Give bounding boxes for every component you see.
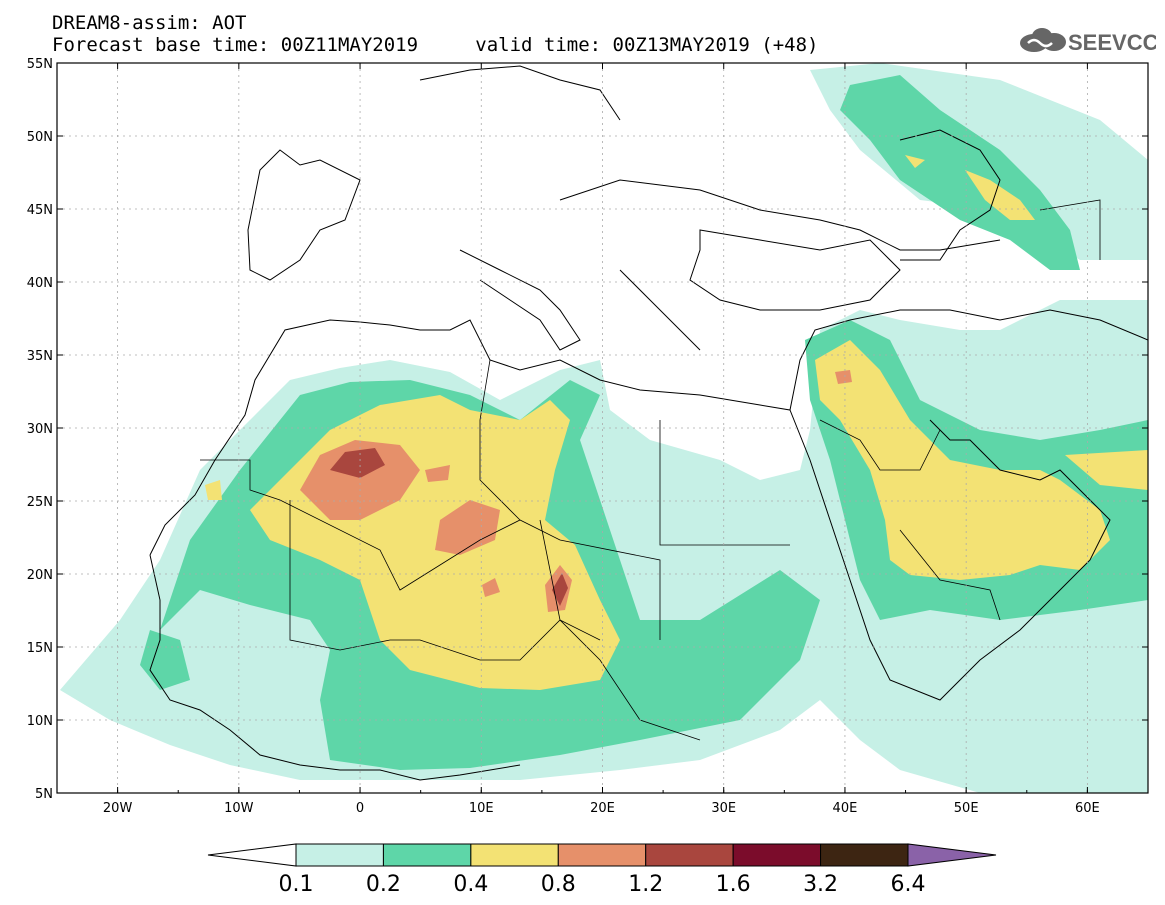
colorbar-high-arrow bbox=[907, 843, 997, 867]
colorbar-label: 1.6 bbox=[716, 872, 751, 897]
lat-tick-label: 40N bbox=[27, 276, 53, 291]
lon-tick-label: 10E bbox=[469, 801, 494, 816]
lat-tick-label: 35N bbox=[27, 349, 53, 364]
colorbar: 0.1 0.2 0.4 0.8 1.2 1.6 3.2 6.4 bbox=[207, 843, 997, 897]
lat-tick-label: 10N bbox=[27, 714, 53, 729]
valid-time-label: valid time: bbox=[475, 34, 613, 56]
colorbar-label: 0.1 bbox=[279, 872, 314, 897]
colorbar-box bbox=[382, 843, 472, 867]
lead-time-value: (+48) bbox=[761, 34, 819, 56]
lat-tick-label: 50N bbox=[27, 130, 53, 145]
lon-tick-label: 10W bbox=[224, 801, 254, 816]
colorbar-box bbox=[732, 843, 822, 867]
lat-tick-label: 20N bbox=[27, 568, 53, 583]
colorbar-box bbox=[645, 843, 734, 867]
aot-level-1.2 bbox=[330, 448, 568, 606]
valid-time-value: 00Z13MAY2019 bbox=[612, 34, 750, 56]
graticule bbox=[57, 63, 1148, 793]
colorbar-box bbox=[820, 843, 909, 867]
lon-axis: 20W 10W 0 10E 20E 30E 40E 50E 60E bbox=[56, 63, 1149, 816]
lon-tick-label: 0 bbox=[356, 801, 364, 816]
base-time-value: 00Z11MAY2019 bbox=[280, 34, 419, 56]
seevccc-logo: SEEVCCC bbox=[1020, 28, 1156, 55]
lon-tick-label: 50E bbox=[954, 801, 979, 816]
colorbar-box bbox=[470, 843, 559, 867]
coastlines bbox=[149, 65, 1148, 781]
colorbar-label: 0.4 bbox=[453, 872, 488, 897]
base-time-label: Forecast base time: bbox=[52, 34, 281, 56]
colorbar-label: 6.4 bbox=[891, 872, 926, 897]
lon-tick-label: 20W bbox=[103, 801, 133, 816]
colorbar-box bbox=[557, 843, 647, 867]
lon-tick-label: 30E bbox=[711, 801, 736, 816]
map-subtitle: Forecast base time: 00Z11MAY2019 valid t… bbox=[52, 34, 818, 56]
aot-level-0.8 bbox=[300, 370, 852, 612]
colorbar-box bbox=[295, 843, 384, 867]
borders bbox=[200, 199, 1101, 741]
lon-tick-label: 60E bbox=[1075, 801, 1100, 816]
lat-tick-label: 45N bbox=[27, 203, 53, 218]
lat-tick-label: 55N bbox=[27, 57, 53, 72]
colorbar-label: 0.2 bbox=[366, 872, 401, 897]
lon-tick-label: 20E bbox=[590, 801, 615, 816]
lat-tick-label: 25N bbox=[27, 495, 53, 510]
logo-text: SEEVCCC bbox=[1068, 30, 1156, 55]
colorbar-label: 3.2 bbox=[803, 872, 838, 897]
lat-axis: 55N 50N 45N 40N 35N 30N 25N 20N 15N 10N 5N bbox=[27, 57, 1148, 802]
lat-tick-label: 5N bbox=[35, 787, 53, 802]
cloud-icon bbox=[1020, 28, 1066, 52]
map-title: DREAM8-assim: AOT bbox=[52, 12, 247, 34]
lat-tick-label: 15N bbox=[27, 641, 53, 656]
lat-tick-label: 30N bbox=[27, 422, 53, 437]
colorbar-label: 1.2 bbox=[628, 872, 663, 897]
lon-tick-label: 40E bbox=[833, 801, 858, 816]
colorbar-label: 0.8 bbox=[541, 872, 576, 897]
colorbar-low-arrow bbox=[207, 843, 297, 867]
